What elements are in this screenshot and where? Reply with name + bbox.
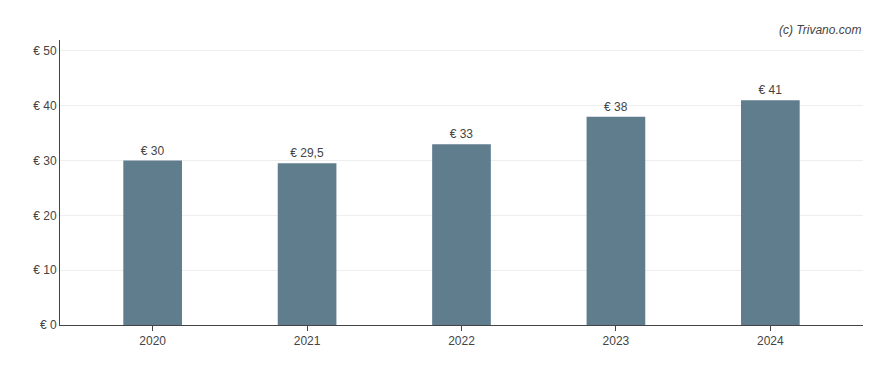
svg-text:€ 38: € 38 [604, 100, 628, 114]
svg-text:€ 50: € 50 [33, 44, 57, 58]
svg-text:2023: 2023 [603, 334, 630, 348]
svg-text:€ 10: € 10 [33, 263, 57, 277]
svg-text:€ 20: € 20 [33, 209, 57, 223]
svg-text:€ 40: € 40 [33, 99, 57, 113]
svg-text:€ 41: € 41 [759, 83, 783, 97]
svg-text:€ 0: € 0 [40, 318, 57, 332]
svg-text:(c) Trivano.com: (c) Trivano.com [779, 23, 861, 37]
svg-text:€ 30: € 30 [141, 144, 165, 158]
svg-text:€ 33: € 33 [450, 127, 474, 141]
svg-text:2021: 2021 [294, 334, 321, 348]
svg-text:2024: 2024 [757, 334, 784, 348]
svg-text:2022: 2022 [448, 334, 475, 348]
svg-text:€ 30: € 30 [33, 154, 57, 168]
svg-text:2020: 2020 [139, 334, 166, 348]
svg-text:€ 29,5: € 29,5 [290, 146, 324, 160]
